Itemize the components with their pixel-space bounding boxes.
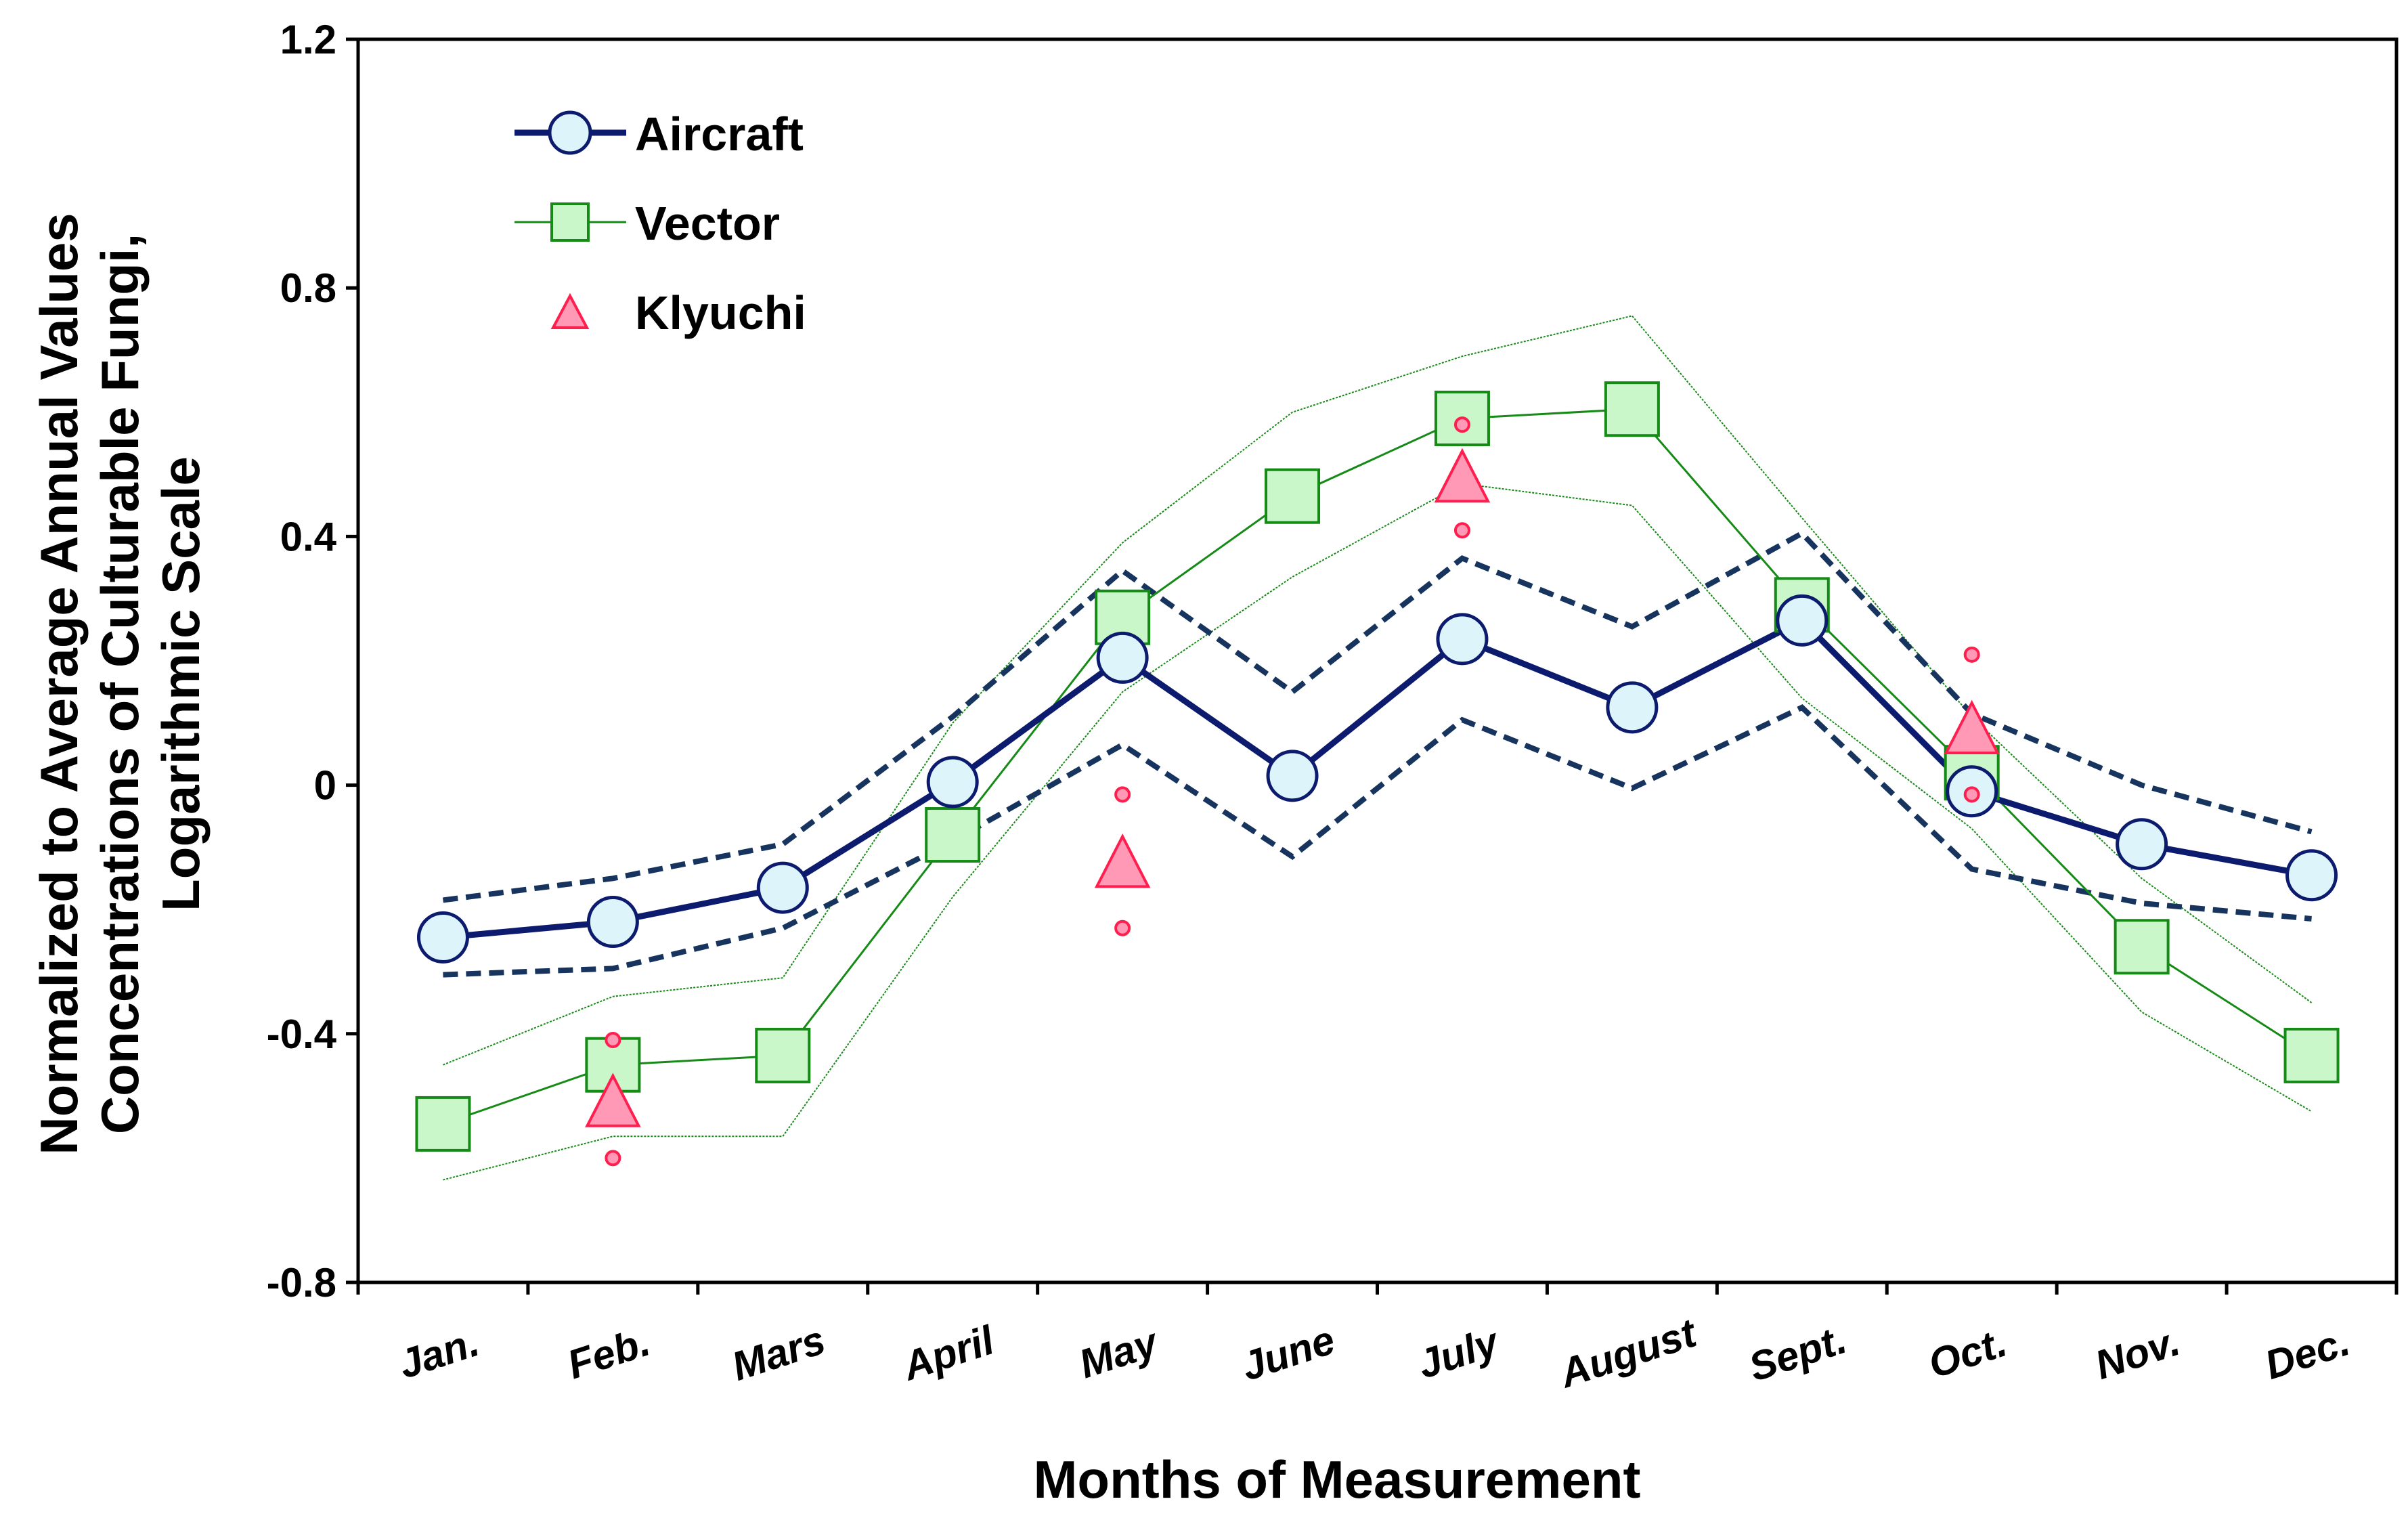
legend-item-klyuchi: Klyuchi: [550, 286, 806, 339]
klyuchi-point: [1434, 448, 1491, 503]
vector-point: [1265, 468, 1321, 524]
aircraft-point: [1776, 594, 1829, 647]
vector-upper-bound: [443, 315, 2313, 1066]
x-tick-label: May: [1074, 1319, 1164, 1387]
y-axis-title-line-1: Normalized to Average Annual Values: [29, 213, 89, 1154]
y-tick-label: 1.2: [280, 17, 336, 62]
aircraft-point: [586, 896, 639, 949]
aircraft-point: [926, 756, 979, 808]
legend-item-aircraft: Aircraft: [515, 108, 804, 160]
x-tick-label: Mars: [726, 1317, 831, 1389]
vector-point: [2114, 919, 2170, 975]
aircraft-point: [1266, 750, 1319, 802]
vector-point: [415, 1096, 471, 1152]
aircraft-point: [1436, 613, 1489, 666]
klyuchi-upper-bound: [1963, 646, 1980, 663]
klyuchi-lower-bound: [1453, 522, 1470, 539]
klyuchi-point: [585, 1073, 641, 1127]
vector-point: [755, 1027, 811, 1083]
aircraft-upper-bound: [442, 529, 2313, 903]
x-axis-title-text: Months of Measurement: [1033, 1450, 1640, 1509]
vector-lower-bound: [443, 483, 2313, 1181]
legend: Aircraft Vector Klyuchi: [515, 108, 806, 339]
legend-item-vector: Vector: [515, 197, 780, 250]
y-axis-title-line-3: Logarithmic Scale: [151, 456, 211, 911]
y-tick-label: -0.8: [267, 1260, 336, 1305]
klyuchi-point: [1944, 699, 2000, 754]
klyuchi-lower-bound: [1114, 919, 1131, 936]
klyuchi-upper-bound: [1114, 786, 1131, 803]
vector-point: [1604, 381, 1660, 437]
x-tick-label: August: [1553, 1309, 1703, 1397]
y-axis: -0.8 -0.4 0 0.4 0.8 1.2: [267, 17, 358, 1305]
x-tick-label: Nov.: [2090, 1318, 2185, 1388]
x-axis-title: Months of Measurement: [1033, 1450, 1640, 1509]
aircraft-point: [756, 861, 809, 914]
klyuchi-upper-bound: [1453, 416, 1470, 433]
y-tick-label: 0.8: [280, 265, 336, 311]
x-tick-label: Dec.: [2260, 1318, 2355, 1388]
klyuchi-lower-bound: [1963, 786, 1980, 803]
aircraft-lower-bound: [443, 704, 2312, 978]
x-tick-label: July: [1412, 1318, 1505, 1387]
x-tick-label: June: [1236, 1317, 1340, 1389]
y-tick-label: 0: [314, 763, 336, 808]
aircraft-point: [2285, 849, 2338, 902]
x-tick-label: Jan.: [393, 1319, 485, 1387]
aircraft-point: [1606, 681, 1659, 734]
series-markers: [415, 381, 2340, 1167]
aircraft-point: [1096, 631, 1149, 684]
klyuchi-lower-bound: [605, 1150, 621, 1167]
y-axis-title: Normalized to Average Annual Values Conc…: [29, 213, 211, 1154]
confidence-bands: [442, 315, 2313, 1181]
aircraft-point: [416, 911, 469, 964]
legend-aircraft-label: Aircraft: [635, 108, 804, 160]
y-tick-label: 0.4: [280, 514, 337, 559]
legend-klyuchi-label: Klyuchi: [635, 286, 806, 339]
x-tick-label: Oct.: [1923, 1320, 2013, 1387]
legend-aircraft-marker: [548, 110, 592, 155]
series-lines: [442, 408, 2313, 1125]
aircraft-point: [2116, 818, 2168, 871]
legend-vector-marker: [550, 202, 590, 242]
vector-point: [925, 807, 981, 863]
klyuchi-upper-bound: [605, 1031, 621, 1048]
aircraft-line: [443, 616, 2313, 940]
y-axis-title-line-2: Concentrations of Culturable Fungi,: [90, 234, 150, 1134]
legend-vector-label: Vector: [635, 197, 780, 250]
klyuchi-point: [1094, 833, 1151, 888]
x-tick-label: Sept.: [1743, 1316, 1852, 1390]
x-tick-label: Feb.: [562, 1319, 655, 1388]
y-tick-label: -0.4: [267, 1012, 337, 1057]
vector-point: [2283, 1027, 2340, 1083]
vector-line: [442, 408, 2313, 1125]
x-axis: Jan. Feb. Mars April May June July August Sept. O…: [356, 1282, 2399, 1397]
x-tick-label: April: [896, 1317, 1001, 1389]
legend-klyuchi-marker: [550, 293, 590, 329]
